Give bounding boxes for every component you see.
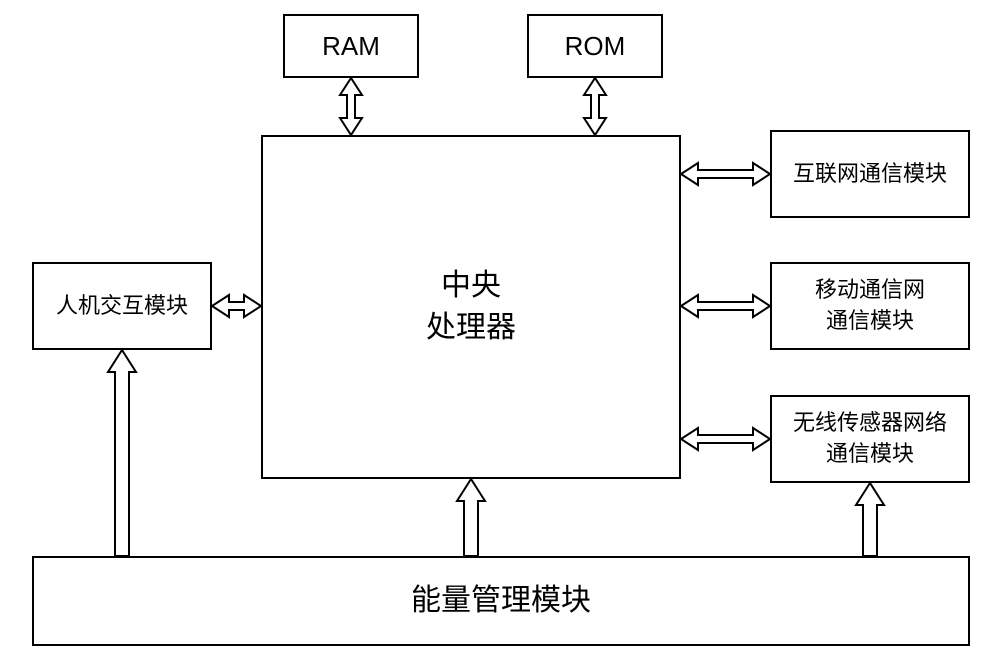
hmi-box: 人机交互模块 (32, 262, 212, 350)
arrow-ram-cpu (339, 78, 363, 135)
wsn-label-line1: 无线传感器网络 (793, 408, 947, 439)
energy-label: 能量管理模块 (411, 580, 591, 622)
arrow-rom-cpu (584, 78, 606, 135)
wsn-label: 无线传感器网络 通信模块 (793, 408, 947, 470)
mobile-label-line2: 通信模块 (815, 306, 925, 337)
mobile-label: 移动通信网 通信模块 (815, 275, 925, 337)
cpu-box: 中央 处理器 (261, 135, 681, 479)
arrow-energy-hmi (108, 350, 136, 556)
internet-label: 互联网通信模块 (793, 159, 947, 190)
rom-box: ROM (527, 14, 663, 78)
arrow-hmi-cpu (212, 295, 261, 317)
cpu-label-line1: 中央 (426, 265, 516, 307)
arrow-energy-cpu (457, 479, 485, 556)
hmi-label: 人机交互模块 (56, 291, 188, 322)
rom-label: ROM (565, 28, 626, 64)
arrow-cpu-internet (681, 163, 770, 185)
arrow-cpu-mobile (681, 295, 770, 317)
wsn-box: 无线传感器网络 通信模块 (770, 395, 970, 483)
wsn-label-line2: 通信模块 (793, 439, 947, 470)
internet-box: 互联网通信模块 (770, 130, 970, 218)
mobile-label-line1: 移动通信网 (815, 275, 925, 306)
ram-label: RAM (322, 28, 380, 64)
arrow-cpu-wsn (681, 428, 770, 450)
cpu-label-line2: 处理器 (426, 307, 516, 349)
energy-box: 能量管理模块 (32, 556, 970, 646)
ram-box: RAM (283, 14, 419, 78)
mobile-box: 移动通信网 通信模块 (770, 262, 970, 350)
arrow-energy-wsn (856, 483, 884, 556)
cpu-label: 中央 处理器 (426, 265, 516, 349)
